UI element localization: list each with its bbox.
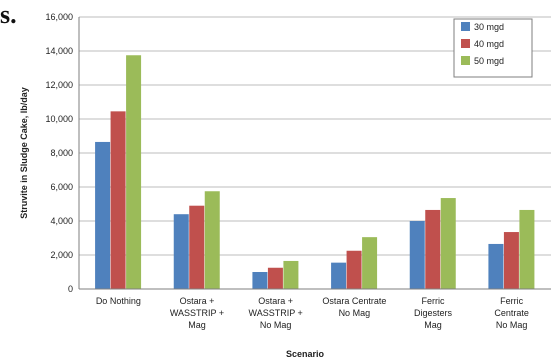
bar: [95, 141, 111, 289]
bar: [519, 209, 535, 289]
y-tick-label: 2,000: [50, 250, 73, 260]
x-category-label: Ostara Centrate No Mag: [322, 296, 386, 318]
bar: [189, 205, 205, 289]
x-axis-categories: Do Nothing Ostara + WASSTRIP + Mag Ostara + W…: [96, 296, 529, 330]
x-category-label: Ferric Centrate No Mag: [494, 296, 529, 330]
x-category-label: Ostara + WASSTRIP + No Mag: [249, 296, 303, 330]
bar: [267, 267, 283, 289]
legend-label: 40 mgd: [474, 39, 504, 49]
bar: [331, 262, 347, 289]
x-axis-title: Scenario: [286, 349, 325, 359]
legend: 30 mgd 40 mgd 50 mgd: [453, 18, 533, 78]
legend-label: 50 mgd: [474, 56, 504, 66]
bar: [252, 272, 268, 289]
bars: [95, 55, 535, 289]
bar: [425, 209, 441, 289]
bar: [283, 260, 299, 289]
x-category-label: Do Nothing: [96, 296, 141, 306]
y-tick-label: 6,000: [50, 182, 73, 192]
legend-swatch: [461, 56, 470, 65]
cropped-text-fragment: s.: [0, 0, 17, 29]
y-tick-label: 14,000: [45, 46, 73, 56]
legend-label: 30 mgd: [474, 22, 504, 32]
bar: [362, 237, 378, 289]
bar: [126, 55, 142, 289]
y-tick-label: 8,000: [50, 148, 73, 158]
bar: [503, 232, 519, 289]
bar: [204, 191, 220, 289]
y-tick-label: 12,000: [45, 80, 73, 90]
bar: [173, 214, 189, 289]
legend-swatch: [461, 39, 470, 48]
bar: [488, 243, 504, 289]
y-tick-label: 0: [68, 284, 73, 294]
bar: [346, 250, 362, 289]
legend-swatch: [461, 22, 470, 31]
y-tick-label: 4,000: [50, 216, 73, 226]
y-axis-ticks: 0 2,000 4,000 6,000 8,000 10,000 12,000 14,000 1…: [45, 12, 73, 294]
bar: [440, 198, 456, 289]
bar: [110, 111, 126, 289]
x-category-label: Ostara + WASSTRIP + Mag: [170, 296, 224, 330]
x-category-label: Ferric Digesters Mag: [414, 296, 453, 330]
bar: [409, 221, 425, 289]
y-tick-label: 16,000: [45, 12, 73, 22]
y-tick-label: 10,000: [45, 114, 73, 124]
y-axis-title: Struvite in Sludge Cake, lb/day: [19, 87, 29, 219]
